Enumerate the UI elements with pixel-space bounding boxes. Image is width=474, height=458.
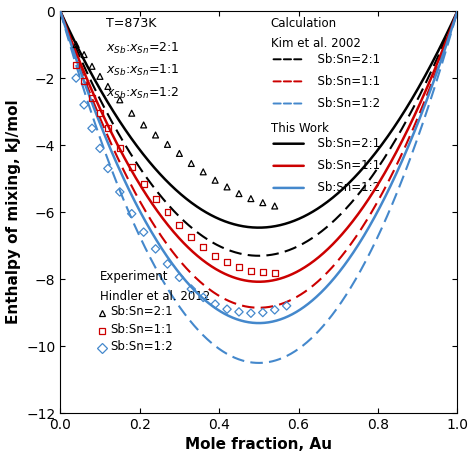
- Point: [247, 195, 255, 202]
- Point: [259, 309, 266, 316]
- Point: [88, 63, 96, 70]
- Point: [140, 121, 147, 129]
- Point: [96, 73, 104, 80]
- Point: [104, 165, 112, 172]
- Point: [116, 188, 124, 196]
- Text: Calculation: Calculation: [271, 17, 337, 30]
- Point: [96, 109, 104, 117]
- Point: [200, 244, 207, 251]
- Point: [140, 180, 147, 187]
- Text: Kim et al. 2002: Kim et al. 2002: [271, 37, 361, 50]
- Point: [223, 305, 231, 313]
- Point: [211, 300, 219, 308]
- Point: [116, 145, 124, 152]
- Point: [211, 176, 219, 184]
- Point: [235, 264, 243, 271]
- Point: [283, 302, 291, 310]
- Point: [235, 308, 243, 316]
- Point: [188, 160, 195, 167]
- Point: [88, 125, 96, 132]
- Point: [271, 269, 279, 277]
- Point: [247, 267, 255, 274]
- Point: [235, 190, 243, 197]
- Point: [175, 274, 183, 281]
- Point: [128, 109, 136, 117]
- Point: [164, 260, 171, 267]
- Point: [80, 78, 88, 85]
- Point: [73, 41, 80, 48]
- Point: [271, 202, 279, 210]
- Text: Sb:Sn=1:1: Sb:Sn=1:1: [110, 323, 173, 336]
- Point: [96, 145, 104, 152]
- Point: [116, 96, 124, 104]
- X-axis label: Mole fraction, Au: Mole fraction, Au: [185, 437, 332, 453]
- Point: [104, 83, 112, 90]
- Y-axis label: Enthalpy of mixing, kJ/mol: Enthalpy of mixing, kJ/mol: [6, 100, 20, 324]
- Point: [128, 163, 136, 170]
- Text: T=873K: T=873K: [106, 17, 156, 30]
- Point: [152, 195, 159, 202]
- Point: [88, 94, 96, 102]
- Point: [73, 74, 80, 82]
- Text: Sb:Sn=1:1: Sb:Sn=1:1: [310, 159, 381, 172]
- Point: [73, 61, 80, 68]
- Point: [223, 183, 231, 191]
- Text: Sb:Sn=2:1: Sb:Sn=2:1: [310, 53, 381, 66]
- Text: Sb:Sn=1:2: Sb:Sn=1:2: [110, 340, 173, 353]
- Point: [104, 125, 112, 132]
- Point: [271, 306, 279, 314]
- Point: [200, 168, 207, 175]
- Point: [259, 269, 266, 276]
- Point: [80, 101, 88, 109]
- Point: [175, 222, 183, 229]
- Point: [247, 310, 255, 317]
- Text: $x_{Sb}$:$x_{Sn}$=1:1: $x_{Sb}$:$x_{Sn}$=1:1: [106, 63, 180, 78]
- Point: [140, 229, 147, 236]
- Point: [223, 259, 231, 266]
- Point: [164, 208, 171, 216]
- Point: [152, 245, 159, 252]
- Point: [188, 234, 195, 241]
- Text: $x_{Sb}$:$x_{Sn}$=2:1: $x_{Sb}$:$x_{Sn}$=2:1: [106, 41, 180, 56]
- Text: Sb:Sn=2:1: Sb:Sn=2:1: [310, 137, 381, 150]
- Text: Hindler et al. 2012: Hindler et al. 2012: [100, 290, 210, 304]
- Point: [128, 210, 136, 218]
- Point: [188, 285, 195, 293]
- Text: Sb:Sn=2:1: Sb:Sn=2:1: [110, 305, 173, 318]
- Text: $x_{Sb}$:$x_{Sn}$=1:2: $x_{Sb}$:$x_{Sn}$=1:2: [106, 86, 179, 100]
- Text: This Work: This Work: [271, 121, 328, 135]
- Text: Experiment: Experiment: [100, 270, 168, 284]
- Text: Sb:Sn=1:2: Sb:Sn=1:2: [310, 97, 381, 110]
- Point: [175, 150, 183, 157]
- Point: [259, 199, 266, 206]
- Point: [164, 141, 171, 148]
- Point: [200, 294, 207, 301]
- Point: [152, 131, 159, 139]
- Text: Sb:Sn=1:1: Sb:Sn=1:1: [310, 75, 381, 88]
- Point: [80, 51, 88, 58]
- Point: [211, 252, 219, 259]
- Text: Sb:Sn=1:2: Sb:Sn=1:2: [310, 181, 381, 195]
